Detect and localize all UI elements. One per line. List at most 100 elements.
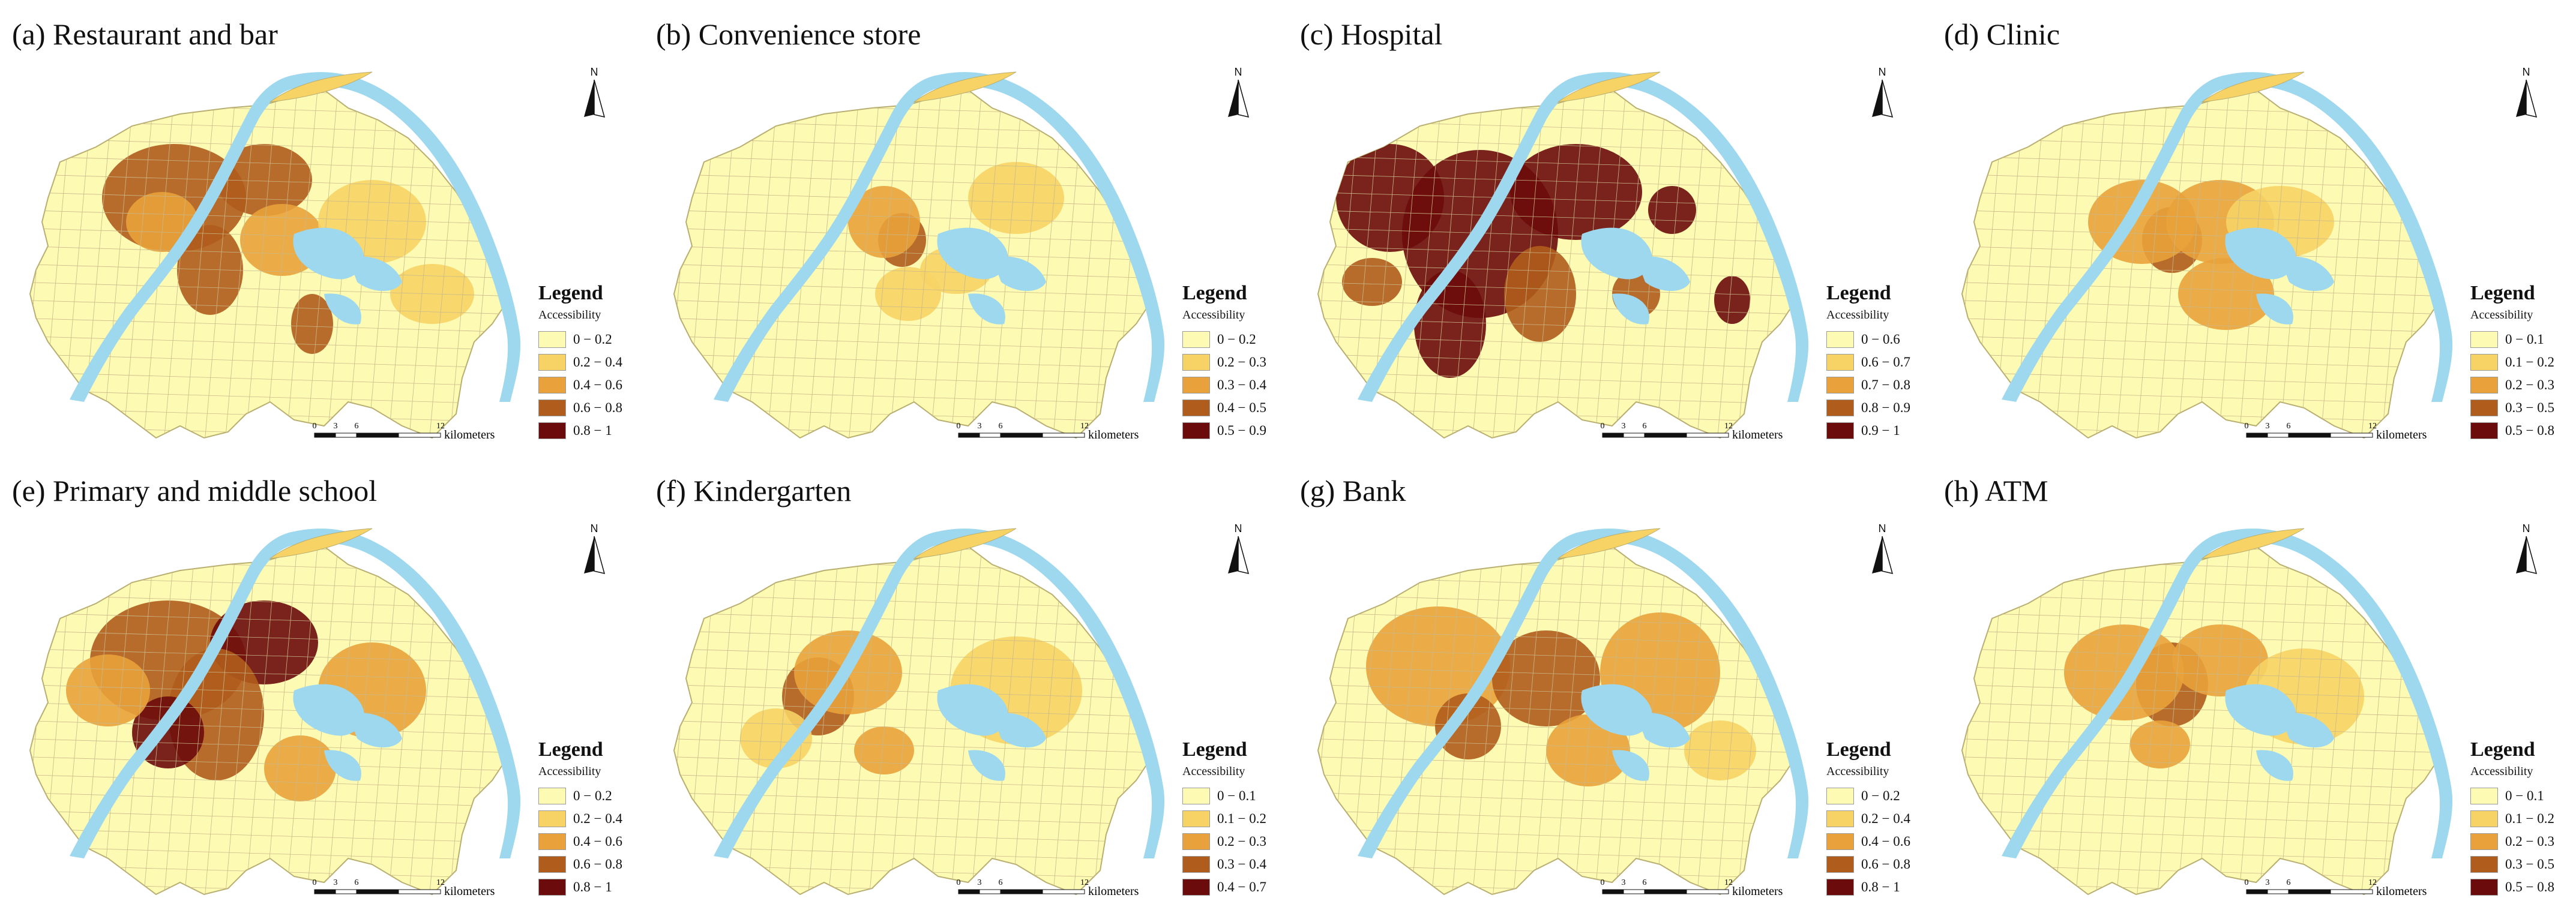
legend-item: 0.5 − 0.8: [2470, 876, 2572, 899]
scale-tick-label: 3: [978, 878, 982, 887]
lake: [968, 750, 1005, 781]
north-arrow: N: [1223, 522, 1253, 576]
legend-swatch: [538, 810, 566, 827]
lake: [324, 750, 361, 781]
legend-item: 0.2 − 0.3: [1182, 351, 1284, 374]
accessibility-zone: [177, 225, 243, 315]
scale-tick-label: 12: [1724, 878, 1733, 887]
legend-item: 0.8 − 0.9: [1826, 397, 1928, 419]
scale-bar: 0 3 6 12 kilometers: [1600, 875, 1792, 899]
river-island: [2201, 71, 2305, 103]
legend-label: 0 − 0.2: [573, 332, 612, 347]
legend-label: 0.6 − 0.7: [1861, 355, 1910, 370]
legend-subtitle: Accessibility: [1182, 765, 1245, 778]
legend-swatch: [1826, 377, 1854, 394]
legend-item: 0.3 − 0.4: [1182, 853, 1284, 876]
panel-title: (e) Primary and middle school: [12, 474, 378, 507]
north-arrow: N: [2511, 522, 2541, 576]
legend-label: 0.4 − 0.6: [573, 377, 622, 392]
legend-item: 0 − 0.2: [538, 785, 640, 807]
map-panel: (b) Convenience store N Legend Accessibilit…: [644, 0, 1288, 457]
legend-item: 0.4 − 0.5: [1182, 397, 1284, 419]
choropleth-map: [1317, 528, 1809, 896]
legend-label: 0.8 − 1: [573, 879, 612, 894]
scale-tick-label: 6: [1643, 422, 1647, 431]
scale-unit-label: kilometers: [2376, 885, 2427, 898]
legend-subtitle: Accessibility: [1182, 308, 1245, 322]
legend-item: 0 − 0.6: [1826, 328, 1928, 351]
map-panel: (d) Clinic N Legend Accessibility 0 − 0.1 0.1…: [1932, 0, 2576, 457]
legend-label: 0.2 − 0.4: [573, 811, 622, 826]
legend-title: Legend: [1182, 282, 1247, 304]
legend-item: 0 − 0.1: [2470, 328, 2572, 351]
north-label: N: [1234, 66, 1242, 78]
panel-title: (f) Kindergarten: [656, 474, 852, 507]
legend-label: 0.3 − 0.5: [2505, 857, 2554, 872]
legend-label: 0.2 − 0.4: [1861, 811, 1910, 826]
legend-swatch: [1826, 788, 1854, 804]
legend-label: 0.2 − 0.3: [1217, 834, 1266, 849]
lake: [348, 256, 402, 291]
legend-swatch: [2470, 377, 2498, 394]
legend: Legend Accessibility 0 − 0.2 0.2 − 0.3 0.3 −…: [1182, 282, 1284, 442]
accessibility-zone: [1546, 714, 1630, 786]
scale-tick-label: 12: [2368, 878, 2377, 887]
accessibility-zone: [1342, 258, 1402, 306]
river-island: [913, 528, 1017, 559]
scale-tick-label: 0: [1601, 422, 1605, 431]
legend-item: 0.1 − 0.2: [2470, 351, 2572, 374]
legend-item: 0 − 0.2: [1826, 785, 1928, 807]
legend-swatch: [2470, 879, 2498, 896]
legend-swatch: [1182, 788, 1210, 804]
legend-item: 0.3 − 0.5: [2470, 853, 2572, 876]
legend-label: 0.5 − 0.8: [2505, 879, 2554, 894]
legend-swatch: [1826, 331, 1854, 348]
legend: Legend Accessibility 0 − 0.2 0.2 − 0.4 0.4 −…: [538, 282, 640, 442]
legend-label: 0.9 − 1: [1861, 423, 1900, 438]
lake: [937, 227, 1008, 280]
legend-label: 0.3 − 0.4: [1217, 377, 1266, 392]
legend-label: 0.5 − 0.9: [1217, 423, 1266, 438]
scale-tick-label: 0: [2245, 878, 2249, 887]
legend-item: 0.9 − 1: [1826, 419, 1928, 442]
scale-tick-label: 6: [2287, 422, 2291, 431]
legend-label: 0.6 − 0.8: [1861, 857, 1910, 872]
legend-swatch: [2470, 422, 2498, 439]
legend-label: 0.6 − 0.8: [573, 857, 622, 872]
legend-swatch: [538, 833, 566, 850]
map-panel: (e) Primary and middle school N Legend Acce…: [0, 457, 644, 913]
scale-tick-label: 3: [1622, 878, 1626, 887]
river-island: [2201, 528, 2305, 559]
lake: [324, 293, 361, 325]
legend-label: 0.2 − 0.4: [573, 355, 622, 370]
legend-item: 0.6 − 0.8: [538, 397, 640, 419]
accessibility-zone: [216, 144, 312, 216]
legend: Legend Accessibility 0 − 0.1 0.1 − 0.2 0.2 −…: [2470, 738, 2572, 899]
legend-label: 0.6 − 0.8: [573, 400, 622, 415]
scale-tick-label: 12: [2368, 422, 2377, 431]
lake: [937, 684, 1008, 736]
accessibility-zone: [2064, 624, 2184, 720]
accessibility-zone: [1648, 186, 1696, 234]
legend-label: 0 − 0.2: [1217, 332, 1256, 347]
legend-item: 0.4 − 0.7: [1182, 876, 1284, 899]
scale-tick-label: 6: [1643, 878, 1647, 887]
legend-item: 0.4 − 0.6: [538, 830, 640, 853]
panel-title: (d) Clinic: [1944, 17, 2060, 51]
legend-label: 0.7 − 0.8: [1861, 377, 1910, 392]
legend-swatch: [1826, 810, 1854, 827]
lake: [992, 256, 1046, 291]
legend-label: 0.1 − 0.2: [1217, 811, 1266, 826]
lake: [2225, 684, 2296, 736]
legend-item: 0 − 0.2: [538, 328, 640, 351]
legend-item: 0.1 − 0.2: [2470, 807, 2572, 830]
legend-item: 0.2 − 0.3: [2470, 374, 2572, 397]
legend-swatch: [2470, 856, 2498, 873]
north-label: N: [590, 522, 598, 534]
north-label: N: [590, 66, 598, 78]
legend-label: 0.2 − 0.3: [1217, 355, 1266, 370]
legend-swatch: [538, 879, 566, 896]
scale-bar: 0 3 6 12 kilometers: [312, 419, 504, 443]
legend: Legend Accessibility 0 − 0.2 0.2 − 0.4 0.4 −…: [1826, 738, 1928, 899]
